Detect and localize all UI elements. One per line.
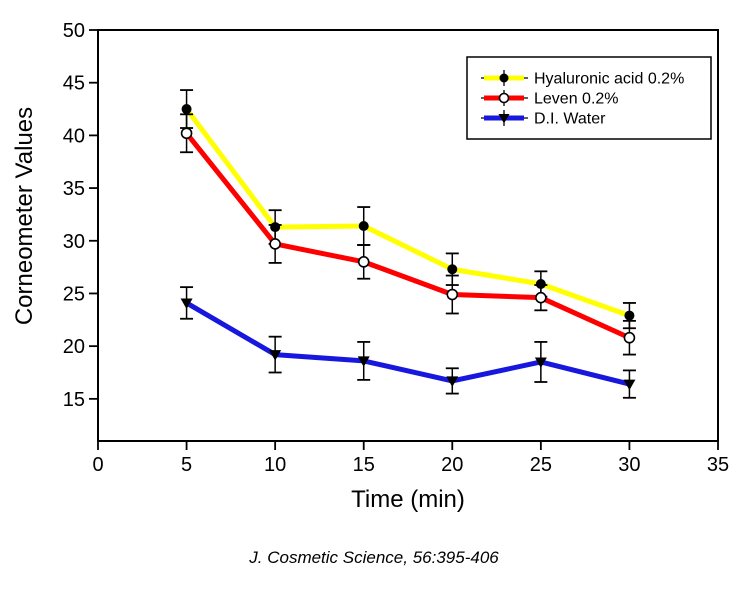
- open-circle-marker: [623, 331, 636, 344]
- triangle-down-marker: [534, 357, 547, 368]
- figure-caption: J. Cosmetic Science, 56:395-406: [249, 548, 499, 567]
- x-axis-tick-label: 10: [264, 454, 286, 476]
- open-circle-marker: [269, 238, 281, 250]
- y-axis-tick-label: 40: [63, 125, 85, 147]
- line-chart: 0 5 10 15 20 25 30 35 15 20 25 30 35 40 45 50 Time (min)…: [11, 20, 729, 513]
- y-axis-tick-label: 20: [63, 336, 85, 358]
- triangle-down-marker: [446, 376, 459, 387]
- x-axis-tick-label: 30: [618, 454, 640, 476]
- x-axis-tick-label: 25: [530, 454, 552, 476]
- filled-circle-marker: [447, 264, 458, 275]
- legend-label: Hyaluronic acid 0.2%: [534, 71, 684, 88]
- filled-circle-marker: [624, 310, 635, 321]
- legend-label: Leven 0.2%: [534, 91, 619, 108]
- triangle-down-marker: [498, 114, 510, 124]
- open-circle-marker: [535, 291, 547, 304]
- series-line-2: [185, 300, 631, 387]
- x-axis-tick-label: 5: [181, 454, 192, 476]
- y-axis-tick-label: 25: [63, 283, 85, 305]
- y-axis-tick-label: 35: [63, 178, 85, 200]
- triangle-down-marker: [357, 356, 370, 367]
- y-axis-tick-label: 50: [63, 20, 85, 42]
- x-axis-tick-label: 15: [353, 454, 375, 476]
- filled-circle-marker: [181, 104, 192, 115]
- filled-circle-marker: [499, 73, 509, 83]
- triangle-down-marker: [180, 298, 193, 309]
- open-circle-marker: [357, 256, 370, 268]
- triangle-down-marker: [269, 350, 282, 361]
- legend-label: D.I. Water: [534, 111, 606, 128]
- x-axis-title: Time (min): [351, 486, 465, 513]
- open-circle-marker: [498, 92, 510, 104]
- x-axis-tick-label: 0: [92, 454, 103, 476]
- plot-frame: [97, 29, 719, 442]
- triangle-down-marker: [623, 379, 636, 391]
- series-line-0: [184, 107, 631, 318]
- x-axis-tick-label: 35: [707, 454, 729, 476]
- filled-circle-marker: [358, 221, 369, 232]
- open-circle-marker: [180, 127, 193, 140]
- open-circle-marker: [446, 288, 459, 301]
- filled-circle-marker: [535, 278, 546, 289]
- series-line-1: [184, 131, 631, 341]
- x-axis-tick-label: 20: [441, 454, 463, 476]
- y-axis-tick-label: 45: [63, 73, 85, 95]
- y-axis-title: Corneometer Values: [11, 107, 38, 325]
- y-axis-tick-label: 30: [63, 231, 85, 253]
- y-axis-tick-label: 15: [63, 389, 85, 411]
